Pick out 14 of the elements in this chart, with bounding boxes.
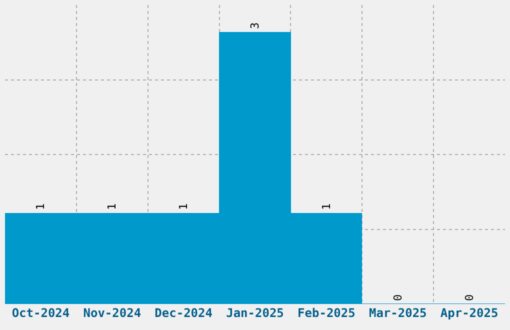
x-tick-label: Feb-2025: [298, 306, 356, 320]
x-tick-label: Nov-2024: [83, 306, 142, 320]
x-tick-label: Apr-2025: [440, 306, 498, 320]
x-tick-label: Oct-2024: [12, 306, 70, 320]
data-label: 1: [106, 203, 118, 210]
x-tick-label: Jan-2025: [226, 306, 284, 320]
data-label: 0: [392, 294, 404, 301]
data-label: 0: [463, 294, 476, 301]
x-tick-label: Mar-2025: [368, 306, 427, 320]
data-label: 3: [248, 22, 262, 29]
data-label: 1: [34, 203, 47, 210]
data-label: 1: [320, 203, 333, 210]
data-label: 1: [177, 203, 190, 210]
x-tick-label: Dec-2024: [154, 306, 212, 320]
